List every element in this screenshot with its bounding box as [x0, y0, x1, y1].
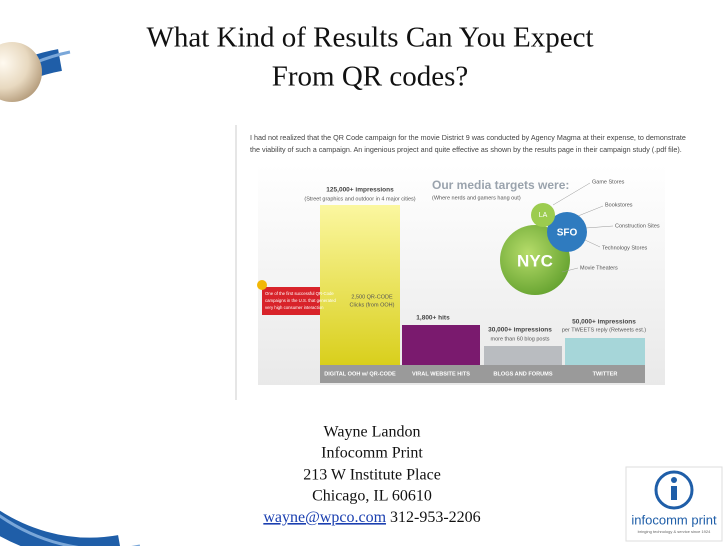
- logo-dot: [671, 477, 677, 483]
- target-label: Construction Sites: [615, 223, 660, 229]
- category-label: DIGITAL OOH w/ QR-CODE: [324, 371, 396, 377]
- bubble-label: NYC: [517, 251, 553, 270]
- callout-text: campaigns in the U.S. that generated: [265, 298, 337, 303]
- bar: [320, 205, 400, 365]
- target-label: Bookstores: [605, 202, 633, 208]
- contact-line: Infocomm Print: [321, 445, 423, 462]
- bar-inner-label: 2,500 QR-CODE: [351, 294, 393, 300]
- callout-text: One of the first successful QR-Code: [265, 291, 334, 296]
- bubble: [531, 203, 555, 227]
- swoosh-highlight: [0, 50, 140, 546]
- callout-text: very high consumer interaction: [265, 305, 324, 310]
- blue-swoosh: [0, 49, 120, 546]
- callout-icon: [257, 280, 267, 290]
- category-label: VIRAL WEBSITE HITS: [412, 371, 470, 377]
- bar-label: 125,000+ impressions: [326, 187, 394, 194]
- target-label: Movie Theaters: [580, 265, 618, 271]
- callout: [262, 287, 320, 315]
- targets-subheading: (Where nerds and gamers hang out): [432, 195, 521, 201]
- logo-tagline: bringing technology & service since 1924: [638, 529, 711, 534]
- phone: 312-953-2206: [390, 509, 481, 526]
- intro-text: I had not realized that the QR Code camp…: [250, 133, 686, 142]
- logo-text: infocomm print: [631, 512, 717, 527]
- title-line: From QR codes?: [272, 61, 469, 93]
- targets-heading: Our media targets were:: [432, 178, 569, 192]
- bar-note: per TWEETS reply (Retweets est.): [562, 327, 646, 333]
- bar: [484, 346, 562, 365]
- bar: [565, 338, 645, 365]
- title-line: What Kind of Results Can You Expect: [146, 22, 593, 54]
- email-link[interactable]: wayne@wpco.com: [263, 509, 386, 526]
- bar-label: 50,000+ impressions: [572, 319, 636, 326]
- logo-ring: [654, 470, 694, 510]
- logo-box: [625, 466, 723, 542]
- intro-text: the viability of such a campaign. An ing…: [250, 145, 682, 154]
- bubble: [547, 212, 587, 252]
- logo-stem: [671, 486, 677, 500]
- bar-note: (Street graphics and outdoor in 4 major …: [304, 196, 415, 202]
- target-label: Game Stores: [592, 179, 625, 185]
- target-label: Technology Stores: [602, 245, 647, 251]
- bar-label: 1,800+ hits: [416, 315, 450, 322]
- bubble-label: LA: [539, 212, 548, 219]
- contact-line: 213 W Institute Place: [303, 467, 441, 484]
- bar-inner-label: Clicks (from OOH): [350, 302, 395, 308]
- contact-line: wayne@wpco.com 312-953-2206: [263, 509, 480, 526]
- bar-label: 30,000+ impressions: [488, 327, 552, 334]
- pearl: [0, 42, 42, 102]
- bar: [402, 325, 480, 365]
- target-connectors: [552, 182, 614, 273]
- contact-line: Chicago, IL 60610: [312, 488, 432, 505]
- bubble-label: SFO: [557, 228, 578, 239]
- bar-note: more than 60 blog posts: [490, 336, 549, 342]
- category-label: BLOGS AND FORUMS: [493, 371, 552, 377]
- contact-line: Wayne Landon: [324, 424, 421, 441]
- category-band: [320, 365, 645, 383]
- category-label: TWITTER: [593, 371, 618, 377]
